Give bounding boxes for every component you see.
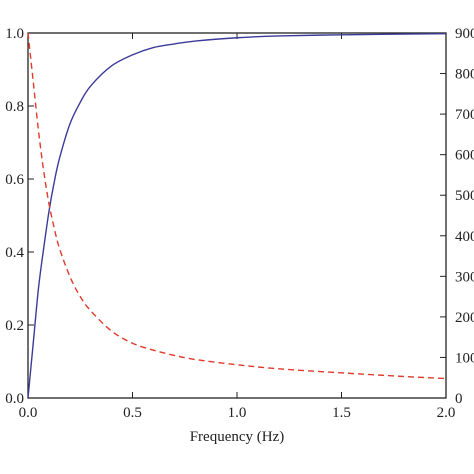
y-right-ticks: 0 100 200 300 400 500 600 700 800 900 — [440, 26, 474, 407]
plot-frame — [27, 32, 447, 399]
y-right-tick-label: 600 — [455, 148, 474, 164]
y-left-tick-label: 1.0 — [5, 26, 24, 42]
y-left-tick-label: 0.6 — [5, 172, 24, 188]
y-left-tick-label: 0.4 — [5, 245, 24, 261]
x-tick-label: 0.0 — [19, 405, 38, 421]
y-right-tick-label: 500 — [455, 188, 474, 204]
x-tick-label: 0.5 — [123, 405, 142, 421]
y-left-ticks: 0.0 0.2 0.4 0.6 0.8 1.0 — [5, 26, 34, 407]
x-tick-label: 1.0 — [228, 405, 247, 421]
y-right-tick-label: 700 — [455, 107, 474, 123]
y-right-tick-label: 900 — [455, 26, 474, 42]
y-right-tick-label: 400 — [455, 229, 474, 245]
y-right-tick-label: 200 — [455, 310, 474, 326]
x-ticks: 0.0 0.5 1.0 1.5 2.0 — [19, 33, 456, 421]
series-layer — [27, 32, 447, 399]
series-line-right-dashed — [27, 32, 447, 380]
y-left-tick-label: 0.2 — [5, 318, 24, 334]
series-line-left-solid — [27, 33, 447, 399]
x-axis-label: Frequency (Hz) — [190, 429, 285, 445]
x-tick-label: 1.5 — [332, 405, 351, 421]
x-tick-label: 2.0 — [437, 405, 456, 421]
y-right-tick-label: 100 — [455, 350, 474, 366]
y-right-tick-label: 0 — [455, 391, 463, 407]
y-right-tick-label: 800 — [455, 67, 474, 83]
y-left-tick-label: 0.0 — [5, 391, 24, 407]
y-left-tick-label: 0.8 — [5, 99, 24, 115]
y-right-tick-label: 300 — [455, 269, 474, 285]
